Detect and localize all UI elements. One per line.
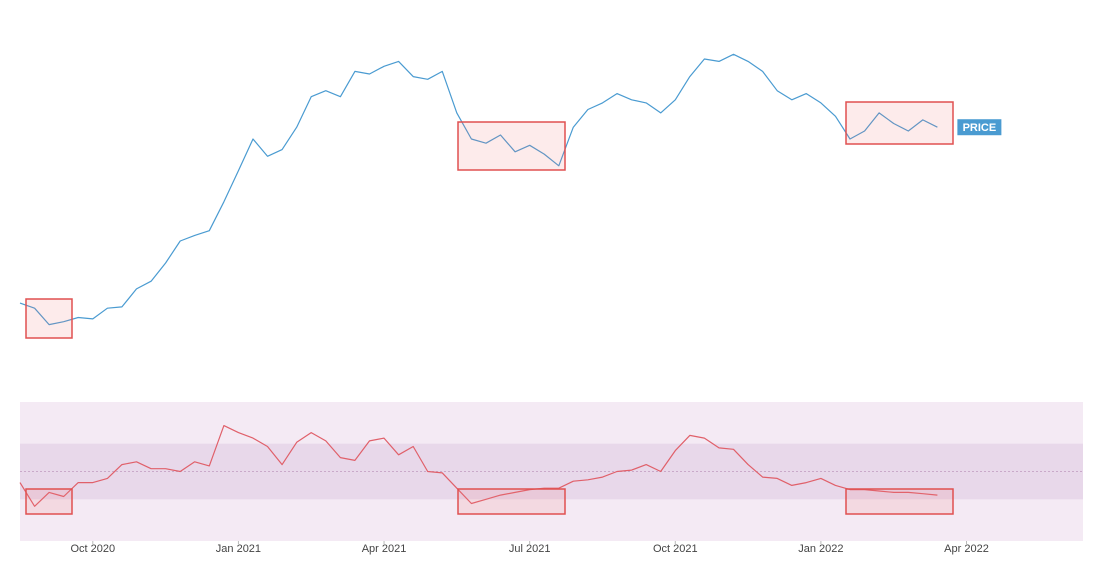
x-tick-label: Oct 2021	[653, 543, 698, 555]
highlight-box	[845, 488, 954, 515]
highlight-box	[845, 101, 954, 145]
x-tick-label: Jan 2021	[216, 543, 261, 555]
plot-area: PRICE Oct 2020 Jan 2021 Apr 2021 Jul 2021 Oct…	[19, 53, 1083, 555]
series-label: PRICE	[963, 122, 997, 134]
x-tick-label: Jan 2022	[798, 543, 843, 555]
line	[19, 425, 938, 507]
highlight-box	[457, 488, 566, 515]
x-tick-label: Oct 2020	[70, 543, 115, 555]
x-tick-label: Jul 2021	[509, 543, 551, 555]
series-label-box	[957, 119, 1002, 136]
highlight-box	[457, 121, 566, 171]
x-tick-label: Apr 2021	[362, 543, 407, 555]
highlight-box	[25, 298, 73, 339]
line	[19, 53, 938, 326]
highlight-box	[25, 488, 73, 515]
x-tick-label: Apr 2022	[944, 543, 989, 555]
